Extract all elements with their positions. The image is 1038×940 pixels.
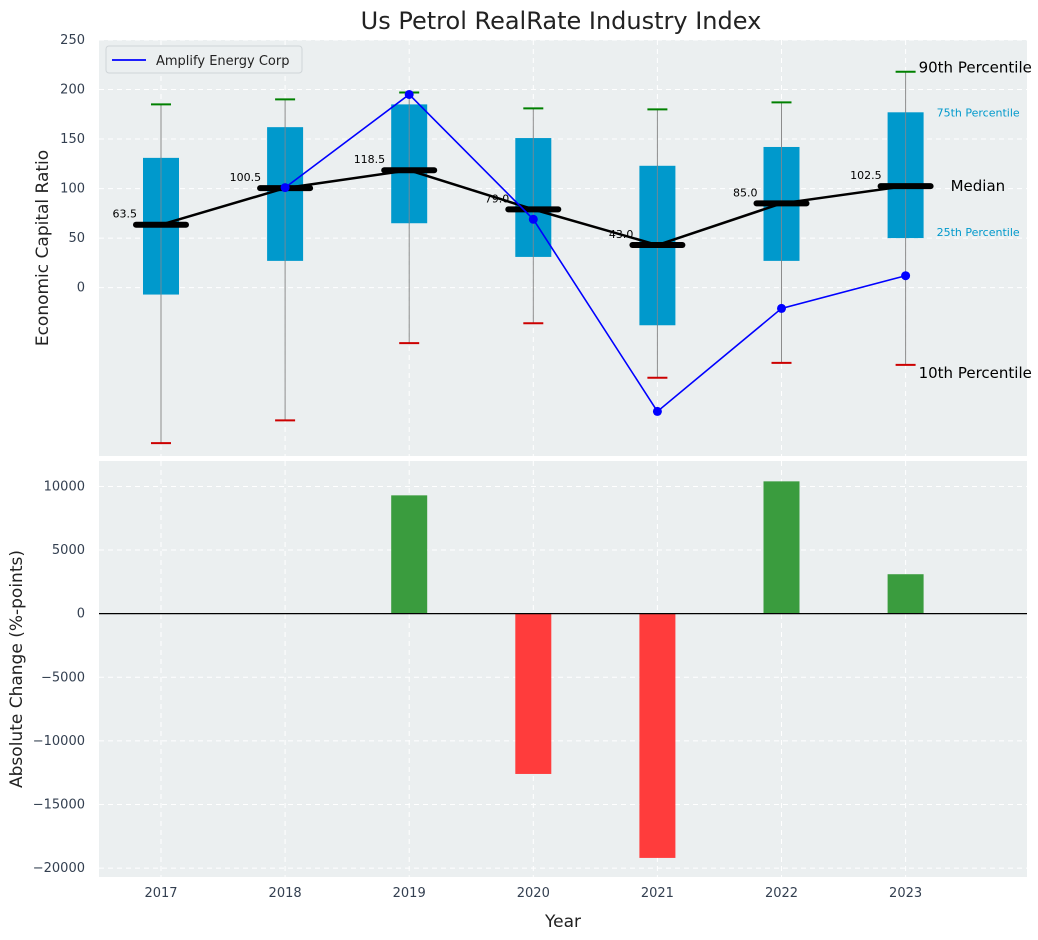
x-tick-label: 2022 — [765, 886, 798, 901]
y-tick-label: −20000 — [33, 861, 85, 876]
legend: Amplify Energy Corp — [105, 45, 303, 74]
change-bar-background — [99, 461, 1027, 877]
x-tick-label: 2023 — [889, 886, 922, 901]
p75-annotation: 75th Percentile — [937, 106, 1020, 119]
box-plot-y-ticks: 0 50 100 150 200 250 — [60, 33, 85, 296]
median-value-label: 43.0 — [609, 228, 634, 241]
y-tick-label: −10000 — [33, 734, 85, 749]
change-bar-y-ticks: 10000 5000 0 −5000 −10000 −15000 −20000 — [33, 479, 85, 876]
y-tick-label: 250 — [60, 33, 85, 48]
company-series-point — [404, 89, 414, 99]
median-value-label: 102.5 — [850, 169, 882, 182]
change-bar — [763, 481, 800, 614]
company-series-point — [901, 271, 911, 281]
y-tick-label: −5000 — [41, 670, 85, 685]
company-series-point — [280, 183, 290, 193]
y-tick-label: 5000 — [52, 543, 85, 558]
y-tick-label: 0 — [77, 607, 85, 622]
y-tick-label: 150 — [60, 132, 85, 147]
x-axis-label: Year — [544, 912, 581, 932]
y-tick-label: 0 — [77, 281, 85, 296]
company-series-line — [284, 93, 906, 413]
y-tick-label: 10000 — [44, 479, 85, 494]
median-value-label: 85.0 — [733, 186, 758, 199]
change-bar — [639, 613, 676, 858]
change-bar-marks — [99, 481, 1027, 858]
company-series-point — [777, 303, 786, 313]
box-plot-panel: 63.5 100.5 118.5 79.0 43.0 85.0 102.5 90th Perc… — [60, 33, 1032, 456]
company-series-point — [528, 214, 538, 224]
chart-title: Us Petrol RealRate Industry Index — [361, 7, 762, 35]
median-value-label: 79.0 — [485, 192, 510, 205]
x-tick-label: 2019 — [393, 886, 426, 901]
change-bar-x-ticks: 2017 2018 2019 2020 2021 2022 2023 — [144, 886, 922, 901]
p10-annotation: 10th Percentile — [919, 364, 1032, 382]
y-tick-label: 100 — [60, 182, 85, 197]
y-tick-label: 200 — [60, 83, 85, 98]
median-value-label: 118.5 — [354, 153, 386, 166]
change-bar — [391, 495, 428, 614]
median-value-label: 63.5 — [113, 208, 138, 221]
x-tick-label: 2017 — [144, 886, 177, 901]
box-plot-background — [99, 40, 1027, 456]
x-tick-label: 2020 — [517, 886, 550, 901]
y-tick-label: 50 — [68, 231, 85, 246]
median-annotation: Median — [951, 177, 1006, 195]
company-series-point — [652, 406, 662, 416]
legend-box — [105, 45, 303, 74]
change-bar — [515, 613, 552, 774]
change-bar-y-axis-label: Absolute Change (%-points) — [7, 550, 27, 788]
y-tick-label: −15000 — [33, 797, 85, 812]
box-plot-marks: 63.5 100.5 118.5 79.0 43.0 85.0 102.5 90th Perc… — [113, 59, 1032, 445]
x-tick-label: 2018 — [269, 886, 302, 901]
p90-annotation: 90th Percentile — [919, 59, 1032, 77]
box-plot-y-axis-label: Economic Capital Ratio — [33, 150, 53, 346]
p25-annotation: 25th Percentile — [937, 226, 1020, 239]
x-tick-label: 2021 — [641, 886, 674, 901]
median-value-label: 100.5 — [230, 171, 262, 184]
legend-label: Amplify Energy Corp — [156, 54, 289, 69]
change-bar — [887, 574, 924, 614]
